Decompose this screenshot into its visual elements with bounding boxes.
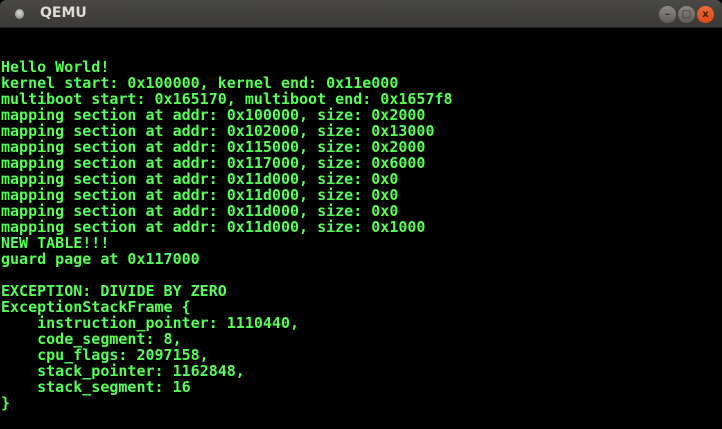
- console-line: mapping section at addr: 0x11d000, size:…: [1, 218, 426, 236]
- console-line: [1, 43, 453, 59]
- console-line: guard page at 0x117000: [1, 250, 200, 268]
- console-line: ExceptionStackFrame {: [1, 298, 191, 316]
- console-line: EXCEPTION: DIVIDE BY ZERO: [1, 282, 227, 300]
- maximize-button[interactable]: □: [678, 6, 695, 23]
- console-output: Hello World! kernel start: 0x100000, kern…: [1, 43, 453, 411]
- minimize-button[interactable]: –: [659, 6, 676, 23]
- console-line: stack_segment: 16: [1, 378, 191, 396]
- console-line: mapping section at addr: 0x11d000, size:…: [1, 186, 399, 204]
- vga-console[interactable]: Hello World! kernel start: 0x100000, kern…: [0, 28, 722, 429]
- console-line: instruction_pointer: 1110440,: [1, 314, 300, 332]
- console-line: NEW TABLE!!!: [1, 234, 110, 252]
- console-line: mapping section at addr: 0x115000, size:…: [1, 138, 426, 156]
- console-line: stack_pointer: 1162848,: [1, 362, 245, 380]
- console-line: kernel start: 0x100000, kernel end: 0x11…: [1, 74, 399, 92]
- console-line: cpu_flags: 2097158,: [1, 346, 209, 364]
- window-titlebar[interactable]: QEMU – □ x: [0, 0, 722, 28]
- console-line: code_segment: 8,: [1, 330, 182, 348]
- close-button[interactable]: x: [697, 6, 714, 23]
- console-line: Hello World!: [1, 58, 110, 76]
- console-line: }: [1, 394, 11, 412]
- console-line: mapping section at addr: 0x102000, size:…: [1, 122, 435, 140]
- console-line: mapping section at addr: 0x100000, size:…: [1, 106, 426, 124]
- app-icon: [15, 9, 24, 19]
- window-title: QEMU: [40, 5, 87, 21]
- console-line: mapping section at addr: 0x11d000, size:…: [1, 202, 399, 220]
- console-line: mapping section at addr: 0x11d000, size:…: [1, 170, 399, 188]
- console-line: [1, 267, 453, 283]
- console-line: mapping section at addr: 0x117000, size:…: [1, 154, 426, 172]
- console-line: multiboot start: 0x165170, multiboot end…: [1, 90, 453, 108]
